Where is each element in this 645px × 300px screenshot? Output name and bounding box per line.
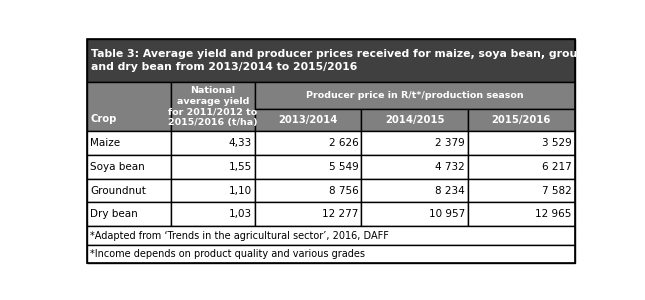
Bar [361,131,468,155]
Text: Maize: Maize [90,138,120,148]
Bar [468,202,575,226]
Bar [361,110,468,131]
Text: *Adapted from ‘Trends in the agricultural sector’, 2016, DAFF: *Adapted from ‘Trends in the agricultura… [90,231,389,241]
Text: National
average yield
for 2011/2012 to
2015/2016 (t/ha): National average yield for 2011/2012 to … [168,86,257,127]
Bar [86,155,171,178]
Bar [255,155,361,178]
Bar [361,178,468,203]
Text: 2015/2016: 2015/2016 [491,115,551,125]
Bar [361,202,468,226]
Bar [86,39,575,82]
Text: 1,10: 1,10 [229,185,252,196]
Bar [171,202,255,226]
Bar [468,131,575,155]
Text: 2014/2015: 2014/2015 [385,115,444,125]
Text: Dry bean: Dry bean [90,209,138,219]
Bar [468,178,575,203]
Text: Groundnut: Groundnut [90,185,146,196]
Bar [361,155,468,178]
Text: 1,03: 1,03 [229,209,252,219]
Bar [171,131,255,155]
Text: *Income depends on product quality and various grades: *Income depends on product quality and v… [90,249,365,259]
Text: 12 277: 12 277 [322,209,359,219]
Bar [86,131,171,155]
Bar [86,202,171,226]
Text: Table 3: Average yield and producer prices received for maize, soya bean, ground: Table 3: Average yield and producer pric… [90,49,613,72]
Text: 5 549: 5 549 [328,162,359,172]
Text: 1,55: 1,55 [228,162,252,172]
Text: 2 626: 2 626 [328,138,359,148]
Bar [86,226,575,245]
Text: 7 582: 7 582 [542,185,571,196]
Text: 2 379: 2 379 [435,138,465,148]
Bar [171,178,255,203]
Text: 12 965: 12 965 [535,209,571,219]
Text: 3 529: 3 529 [542,138,571,148]
Text: 4 732: 4 732 [435,162,465,172]
Text: 8 756: 8 756 [328,185,359,196]
Bar [468,155,575,178]
Bar [86,82,171,131]
Bar [255,110,361,131]
Text: Crop: Crop [90,114,117,124]
Text: 4,33: 4,33 [228,138,252,148]
Bar [468,110,575,131]
Text: 10 957: 10 957 [429,209,465,219]
Text: Soya bean: Soya bean [90,162,145,172]
Text: 6 217: 6 217 [542,162,571,172]
Text: 2013/2014: 2013/2014 [279,115,338,125]
Text: Producer price in R/t*/production season: Producer price in R/t*/production season [306,92,524,100]
Bar [255,178,361,203]
Bar [171,155,255,178]
Bar [86,178,171,203]
Bar [255,202,361,226]
Bar [171,82,255,131]
Text: 8 234: 8 234 [435,185,465,196]
Bar [86,245,575,263]
Bar [255,131,361,155]
Bar [255,82,575,110]
